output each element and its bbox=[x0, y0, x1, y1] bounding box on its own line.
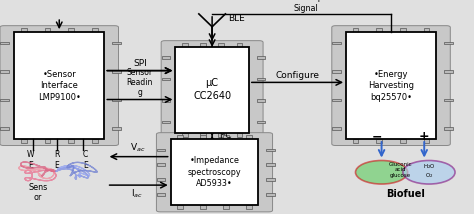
Text: +: + bbox=[419, 130, 429, 143]
Text: SPI: SPI bbox=[133, 59, 147, 68]
Bar bbox=[223, 205, 229, 209]
Text: W
E: W E bbox=[27, 150, 35, 170]
Circle shape bbox=[356, 160, 408, 184]
Text: −: − bbox=[372, 130, 382, 143]
Bar bbox=[353, 139, 358, 143]
Bar bbox=[424, 28, 429, 32]
Text: Biofuel: Biofuel bbox=[386, 189, 425, 199]
Text: BLE: BLE bbox=[228, 14, 245, 23]
Bar bbox=[157, 149, 165, 151]
Bar bbox=[112, 127, 121, 130]
Bar bbox=[200, 133, 206, 137]
Bar bbox=[444, 127, 453, 130]
Bar bbox=[246, 135, 252, 139]
Text: •Impedance
spectroscopy
AD5933•: •Impedance spectroscopy AD5933• bbox=[188, 156, 241, 188]
Bar bbox=[223, 135, 229, 139]
Text: glucose: glucose bbox=[390, 173, 411, 178]
Bar bbox=[400, 139, 406, 143]
Text: Wake-up
Signal: Wake-up Signal bbox=[289, 0, 324, 13]
Bar bbox=[45, 139, 50, 143]
Bar bbox=[182, 43, 188, 47]
Bar bbox=[266, 178, 275, 181]
Bar bbox=[200, 43, 206, 47]
Bar bbox=[68, 28, 74, 32]
Bar bbox=[257, 78, 265, 80]
Bar bbox=[21, 139, 27, 143]
Bar bbox=[177, 205, 183, 209]
Bar bbox=[200, 135, 206, 139]
Bar bbox=[332, 42, 341, 44]
Bar bbox=[246, 205, 252, 209]
FancyBboxPatch shape bbox=[161, 41, 263, 139]
Bar bbox=[444, 42, 453, 44]
Text: •Energy
Harvesting
bq25570•: •Energy Harvesting bq25570• bbox=[368, 70, 414, 102]
Bar bbox=[112, 99, 121, 101]
Bar bbox=[21, 28, 27, 32]
Text: I$_{ac}$: I$_{ac}$ bbox=[131, 188, 144, 200]
Bar bbox=[376, 139, 382, 143]
Text: Sensor
Readin
g: Sensor Readin g bbox=[127, 68, 153, 97]
Bar bbox=[266, 163, 275, 166]
Bar bbox=[45, 28, 50, 32]
Bar bbox=[219, 43, 224, 47]
Bar bbox=[444, 99, 453, 101]
FancyBboxPatch shape bbox=[0, 26, 118, 146]
Bar bbox=[346, 32, 436, 139]
Text: C
E: C E bbox=[82, 150, 88, 170]
Bar bbox=[266, 193, 275, 196]
Bar bbox=[237, 43, 242, 47]
Bar bbox=[257, 121, 265, 123]
Bar bbox=[157, 163, 165, 166]
Text: •Sensor
Interface
LMP9100•: •Sensor Interface LMP9100• bbox=[38, 70, 81, 102]
Bar bbox=[92, 139, 98, 143]
Text: V$_{ac}$: V$_{ac}$ bbox=[130, 142, 145, 154]
Bar bbox=[332, 70, 341, 73]
Bar bbox=[237, 133, 242, 137]
Bar bbox=[68, 139, 74, 143]
Bar bbox=[157, 178, 165, 181]
Bar bbox=[92, 28, 98, 32]
Bar bbox=[162, 78, 170, 80]
Bar bbox=[376, 28, 382, 32]
Bar bbox=[332, 127, 341, 130]
Bar bbox=[162, 99, 170, 102]
Text: H$_2$O: H$_2$O bbox=[423, 162, 435, 171]
Bar bbox=[0, 42, 9, 44]
Bar bbox=[175, 47, 249, 133]
Bar bbox=[424, 139, 429, 143]
Bar bbox=[400, 28, 406, 32]
Bar bbox=[157, 193, 165, 196]
Bar bbox=[0, 99, 9, 101]
Bar bbox=[332, 99, 341, 101]
Bar bbox=[112, 70, 121, 73]
Bar bbox=[182, 133, 188, 137]
Bar bbox=[112, 42, 121, 44]
Bar bbox=[0, 70, 9, 73]
Bar bbox=[200, 205, 206, 209]
Text: Gluconic
acid: Gluconic acid bbox=[389, 162, 412, 172]
Circle shape bbox=[403, 160, 455, 184]
Text: I²C: I²C bbox=[219, 131, 232, 140]
Text: Sens
or: Sens or bbox=[28, 183, 47, 202]
Bar bbox=[444, 70, 453, 73]
Bar bbox=[257, 99, 265, 102]
Bar bbox=[219, 133, 224, 137]
FancyBboxPatch shape bbox=[156, 133, 273, 212]
Bar bbox=[162, 56, 170, 59]
Text: Configure: Configure bbox=[275, 71, 319, 80]
Bar bbox=[0, 127, 9, 130]
Text: μC
CC2640: μC CC2640 bbox=[193, 79, 231, 101]
Bar bbox=[162, 121, 170, 123]
FancyBboxPatch shape bbox=[332, 26, 450, 146]
Text: O$_2$: O$_2$ bbox=[425, 171, 433, 180]
Text: R
E: R E bbox=[54, 150, 60, 170]
Bar bbox=[257, 56, 265, 59]
Bar bbox=[14, 32, 104, 139]
Bar bbox=[266, 149, 275, 151]
Bar bbox=[171, 139, 258, 205]
Bar bbox=[177, 135, 183, 139]
Bar bbox=[353, 28, 358, 32]
